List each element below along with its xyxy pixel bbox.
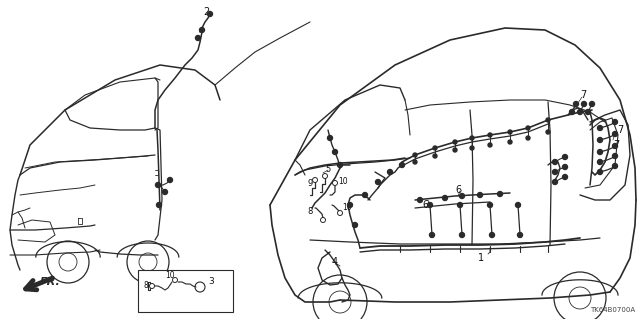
- Circle shape: [453, 148, 457, 152]
- Text: TK64B0700A: TK64B0700A: [590, 307, 635, 313]
- Circle shape: [589, 101, 595, 107]
- Circle shape: [163, 189, 168, 195]
- Circle shape: [526, 136, 530, 140]
- Circle shape: [433, 154, 437, 158]
- Circle shape: [387, 169, 392, 174]
- Circle shape: [470, 136, 474, 140]
- Circle shape: [598, 160, 602, 165]
- Circle shape: [497, 191, 502, 197]
- Circle shape: [460, 194, 465, 198]
- Circle shape: [563, 154, 568, 160]
- Text: 1: 1: [478, 253, 484, 263]
- Circle shape: [195, 35, 200, 41]
- Circle shape: [348, 203, 353, 207]
- Circle shape: [168, 177, 173, 182]
- Circle shape: [157, 203, 161, 207]
- Circle shape: [442, 196, 447, 201]
- Circle shape: [552, 169, 557, 174]
- Circle shape: [413, 153, 417, 157]
- Circle shape: [376, 180, 381, 184]
- Circle shape: [362, 192, 367, 197]
- Text: 7: 7: [617, 125, 623, 135]
- Circle shape: [515, 203, 520, 207]
- Circle shape: [612, 120, 618, 124]
- Text: FR.: FR.: [40, 277, 60, 287]
- Text: 6: 6: [422, 200, 428, 210]
- Circle shape: [612, 164, 618, 168]
- Circle shape: [508, 130, 512, 134]
- Text: 5: 5: [325, 166, 330, 174]
- Circle shape: [200, 27, 205, 33]
- Circle shape: [563, 174, 568, 180]
- Circle shape: [518, 233, 522, 238]
- Circle shape: [150, 284, 154, 288]
- Circle shape: [337, 162, 342, 167]
- Circle shape: [526, 126, 530, 130]
- Circle shape: [173, 278, 177, 283]
- Circle shape: [598, 137, 602, 143]
- FancyBboxPatch shape: [138, 270, 233, 312]
- Circle shape: [328, 136, 333, 140]
- Circle shape: [323, 174, 328, 179]
- Circle shape: [612, 153, 618, 159]
- Text: 2: 2: [203, 7, 209, 17]
- Circle shape: [488, 203, 493, 207]
- Circle shape: [582, 101, 586, 107]
- Circle shape: [552, 180, 557, 184]
- Circle shape: [586, 109, 591, 115]
- Circle shape: [429, 233, 435, 238]
- Text: 9: 9: [307, 179, 312, 188]
- Circle shape: [417, 197, 422, 203]
- Text: 10: 10: [342, 203, 351, 211]
- Text: 4: 4: [332, 257, 338, 267]
- Circle shape: [413, 160, 417, 164]
- Text: 3: 3: [208, 278, 214, 286]
- Circle shape: [399, 162, 404, 167]
- Text: 6: 6: [455, 185, 461, 195]
- Text: 8—: 8—: [143, 281, 156, 291]
- Circle shape: [563, 165, 568, 169]
- Circle shape: [453, 140, 457, 144]
- Circle shape: [195, 282, 205, 292]
- Circle shape: [598, 169, 602, 174]
- Text: 8: 8: [307, 207, 312, 217]
- Circle shape: [333, 181, 337, 186]
- Circle shape: [490, 233, 495, 238]
- Circle shape: [156, 182, 161, 188]
- Circle shape: [460, 233, 465, 238]
- Circle shape: [458, 203, 463, 207]
- Circle shape: [598, 150, 602, 154]
- Circle shape: [428, 203, 433, 207]
- Circle shape: [337, 211, 342, 216]
- Circle shape: [353, 222, 358, 227]
- Circle shape: [333, 150, 337, 154]
- Circle shape: [321, 218, 326, 222]
- Circle shape: [207, 11, 212, 17]
- Circle shape: [488, 133, 492, 137]
- Circle shape: [570, 109, 575, 115]
- Circle shape: [552, 160, 557, 165]
- Circle shape: [508, 140, 512, 144]
- Circle shape: [546, 130, 550, 134]
- Text: 10: 10: [165, 271, 175, 280]
- Circle shape: [477, 192, 483, 197]
- Circle shape: [433, 146, 437, 150]
- Text: 7: 7: [580, 90, 586, 100]
- Circle shape: [612, 144, 618, 149]
- Circle shape: [612, 131, 618, 137]
- Circle shape: [470, 146, 474, 150]
- Text: 10: 10: [338, 177, 348, 187]
- Circle shape: [546, 118, 550, 122]
- Circle shape: [573, 101, 579, 107]
- Circle shape: [598, 125, 602, 130]
- Circle shape: [577, 109, 582, 115]
- Text: 7: 7: [613, 140, 620, 150]
- Circle shape: [312, 177, 317, 182]
- Circle shape: [488, 143, 492, 147]
